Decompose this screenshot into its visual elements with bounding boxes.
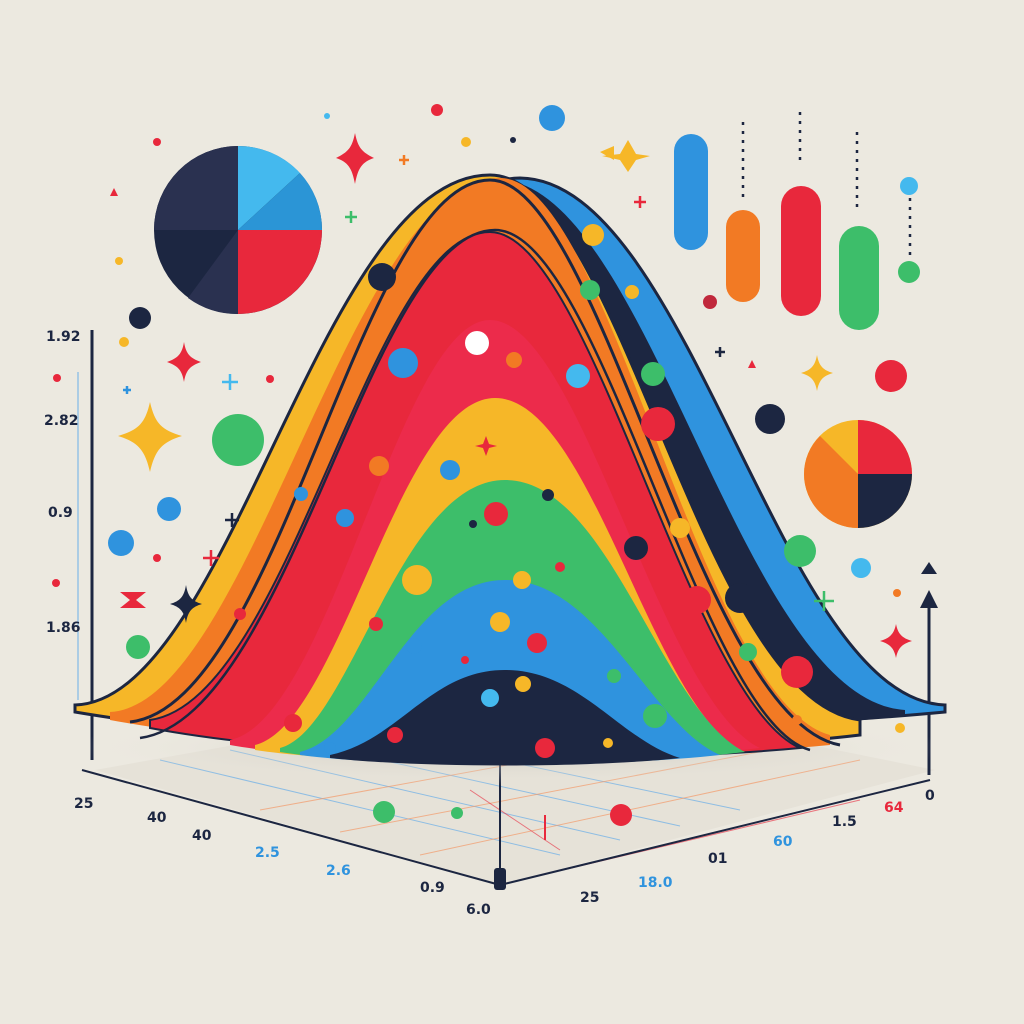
- left-axis-label: 0.9: [48, 505, 73, 521]
- pill-bar-group: [674, 112, 920, 330]
- left-axis-label: 2.82: [44, 413, 79, 429]
- curve-dots: [210, 224, 813, 758]
- floor-label: 01: [708, 851, 727, 867]
- floor-label: 6.0: [466, 902, 491, 918]
- floor-label: 25: [580, 890, 599, 906]
- arrow-up-icon: [920, 590, 938, 608]
- sparkle-star-icon: [475, 436, 497, 456]
- sparkle-star-icon: [170, 585, 202, 623]
- bell-curve-stack: [73, 173, 947, 766]
- arrow-up-icon: [921, 562, 937, 574]
- floor-label: 0.9: [420, 880, 445, 896]
- sparkle-star-icon: [167, 342, 201, 382]
- floor-label: 40: [192, 828, 212, 844]
- floor-label: 18.0: [638, 875, 673, 891]
- floor-label: 2.5: [255, 845, 280, 861]
- sparkle-star-icon: [602, 140, 650, 172]
- left-axis-label: 1.86: [46, 620, 81, 636]
- floor-label: 1.5: [832, 814, 857, 830]
- floor-label: 60: [773, 834, 793, 850]
- sparkle-star-icon: [118, 402, 182, 472]
- plus-icon: [123, 155, 834, 611]
- sparkle-star-icon: [801, 355, 833, 391]
- pie-chart-icon: [154, 145, 323, 315]
- pill-red: [781, 186, 821, 316]
- left-axis-label: 1.92: [46, 329, 81, 345]
- floor-label: 25: [74, 796, 93, 812]
- bell-layer-navy-core: [330, 670, 680, 766]
- sparkle-star-icon: [336, 133, 374, 184]
- floor-label: 2.6: [326, 863, 351, 879]
- floor-label: 40: [147, 810, 167, 826]
- pill-orange: [726, 210, 760, 302]
- pill-blue: [674, 134, 708, 250]
- floor-labels: 25 40 40 2.5 2.6 0.9 6.0 25 18.0 01 60 1…: [74, 788, 935, 918]
- floor-label: 0: [925, 788, 935, 804]
- decorations: [108, 104, 912, 733]
- floor-label: 64: [884, 800, 904, 816]
- pie-chart-icon: [804, 420, 912, 528]
- sparkle-star-icon: [880, 624, 912, 658]
- left-axis: 1.92 2.82 0.9 1.86: [44, 329, 94, 760]
- pill-green: [839, 226, 879, 330]
